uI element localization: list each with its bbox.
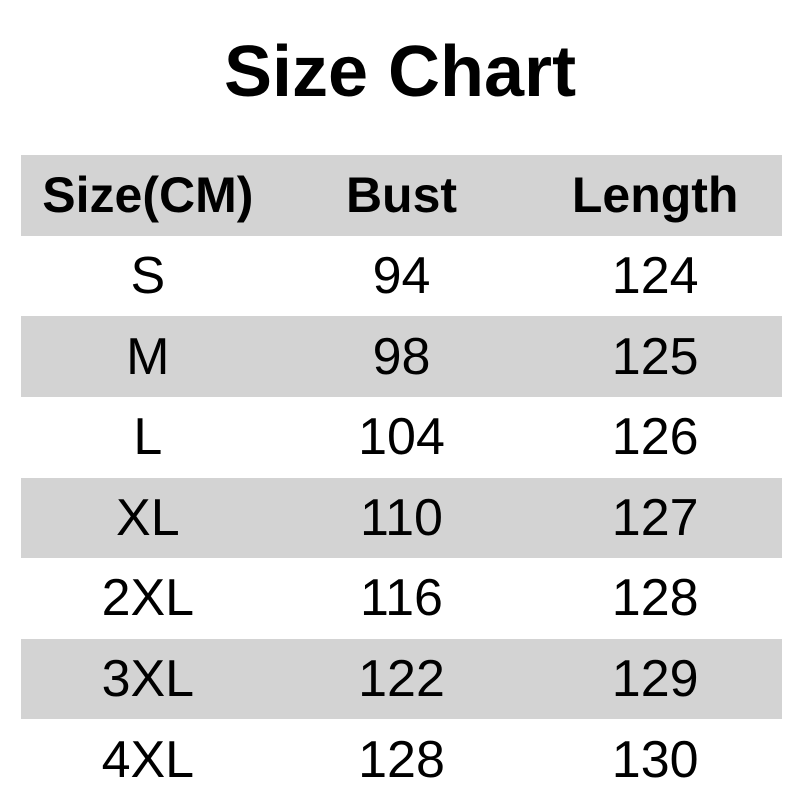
- table-row: XL 110 127: [21, 477, 782, 559]
- table-cell: 110: [360, 488, 443, 547]
- table-row: 4XL 128 130: [21, 719, 782, 800]
- table-cell: L: [133, 408, 163, 467]
- table-header-row: Size(CM) Bust Length: [21, 155, 782, 236]
- table-cell: 128: [358, 730, 445, 789]
- size-table: Size(CM) Bust Length S 94 124 M 98 125 L 104 126…: [21, 155, 782, 800]
- table-row: 2XL 116 128: [21, 558, 782, 639]
- table-cell: 124: [611, 246, 699, 305]
- table-cell: 94: [372, 246, 431, 305]
- table-cell: 4XL: [101, 730, 195, 789]
- table-cell: XL: [116, 488, 180, 547]
- table-row: 3XL 122 129: [21, 638, 782, 720]
- table-cell: M: [126, 327, 170, 386]
- table-cell: 98: [372, 327, 431, 386]
- table-row: M 98 125: [21, 316, 782, 397]
- column-header-length: Length: [571, 167, 739, 224]
- table-cell: 128: [611, 569, 699, 628]
- table-row: L 104 126: [21, 397, 782, 478]
- table-row: S 94 124: [21, 236, 782, 317]
- table-cell: 104: [358, 408, 445, 467]
- column-header-size: Size(CM): [42, 167, 254, 224]
- table-cell: 127: [611, 488, 699, 547]
- table-cell: 116: [360, 569, 443, 628]
- table-cell: S: [130, 246, 166, 305]
- table-cell: 129: [611, 650, 699, 709]
- table-cell: 122: [358, 650, 445, 709]
- page-title: Size Chart: [223, 32, 577, 112]
- table-cell: 3XL: [101, 650, 195, 709]
- column-header-bust: Bust: [345, 167, 458, 224]
- table-cell: 2XL: [101, 569, 195, 628]
- table-cell: 125: [611, 327, 699, 386]
- table-cell: 126: [611, 408, 699, 467]
- table-cell: 130: [611, 730, 699, 789]
